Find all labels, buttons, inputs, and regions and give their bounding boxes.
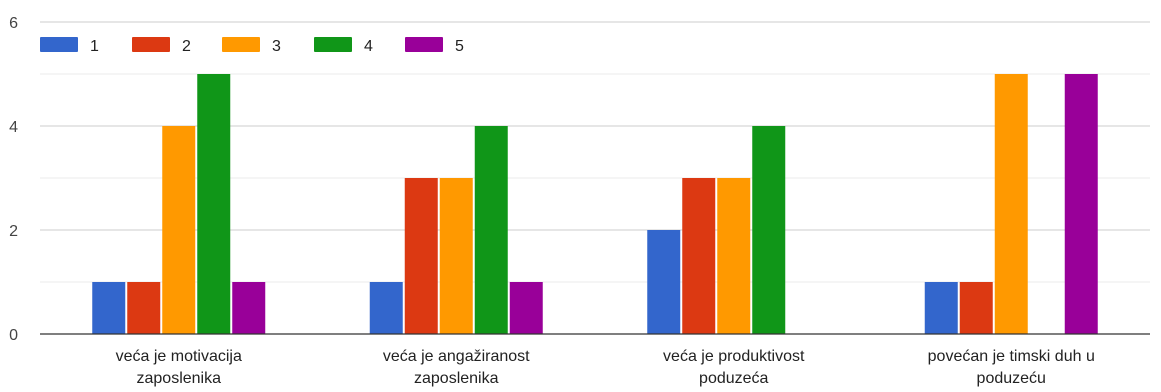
x-category-label: veća je angažiranost zaposlenika bbox=[383, 348, 530, 387]
bar-series-2-cat-2 bbox=[404, 178, 438, 334]
bar-series-1-cat-3 bbox=[647, 230, 681, 334]
bar-series-3-cat-1 bbox=[162, 126, 196, 334]
bar-series-1-cat-2 bbox=[369, 282, 403, 334]
legend-swatch-3 bbox=[222, 37, 260, 52]
bar-series-3-cat-3 bbox=[717, 178, 751, 334]
bar-series-4-cat-3 bbox=[752, 126, 786, 334]
bar-series-2-cat-3 bbox=[682, 178, 716, 334]
bar-series-5-cat-2 bbox=[509, 282, 543, 334]
bar-series-3-cat-2 bbox=[439, 178, 473, 334]
bar-series-2-cat-4 bbox=[959, 282, 993, 334]
legend-label-4: 4 bbox=[364, 38, 373, 55]
legend-swatch-4 bbox=[314, 37, 352, 52]
bar-series-4-cat-2 bbox=[474, 126, 508, 334]
x-axis-labels: veća je motivacija zaposlenika veća je ang… bbox=[116, 348, 1095, 387]
legend-label-1: 1 bbox=[90, 38, 99, 55]
y-tick-label: 0 bbox=[9, 327, 18, 344]
bar-series-3-cat-4 bbox=[994, 74, 1028, 334]
legend-swatch-2 bbox=[132, 37, 170, 52]
y-tick-label: 6 bbox=[9, 15, 18, 32]
legend-label-3: 3 bbox=[272, 38, 281, 55]
legend: 1 2 3 4 5 bbox=[40, 37, 464, 55]
legend-swatch-5 bbox=[405, 37, 443, 52]
legend-swatch-1 bbox=[40, 37, 78, 52]
bar-series-1-cat-4 bbox=[924, 282, 958, 334]
bar-series-5-cat-4 bbox=[1064, 74, 1098, 334]
bar-series-4-cat-1 bbox=[197, 74, 231, 334]
y-tick-label: 2 bbox=[9, 223, 18, 240]
y-axis-ticks: 0 2 4 6 bbox=[9, 15, 18, 344]
bar-series-2-cat-1 bbox=[127, 282, 161, 334]
legend-label-5: 5 bbox=[455, 38, 464, 55]
bar-series-5-cat-1 bbox=[232, 282, 266, 334]
x-category-label: veća je motivacija zaposlenika bbox=[116, 348, 242, 387]
y-tick-label: 4 bbox=[9, 119, 18, 136]
x-category-label: povećan je timski duh u poduzeću bbox=[928, 348, 1095, 387]
legend-label-2: 2 bbox=[182, 38, 191, 55]
x-category-label: veća je produktivost poduzeća bbox=[663, 348, 805, 387]
bars bbox=[92, 74, 1098, 334]
bar-series-1-cat-1 bbox=[92, 282, 126, 334]
